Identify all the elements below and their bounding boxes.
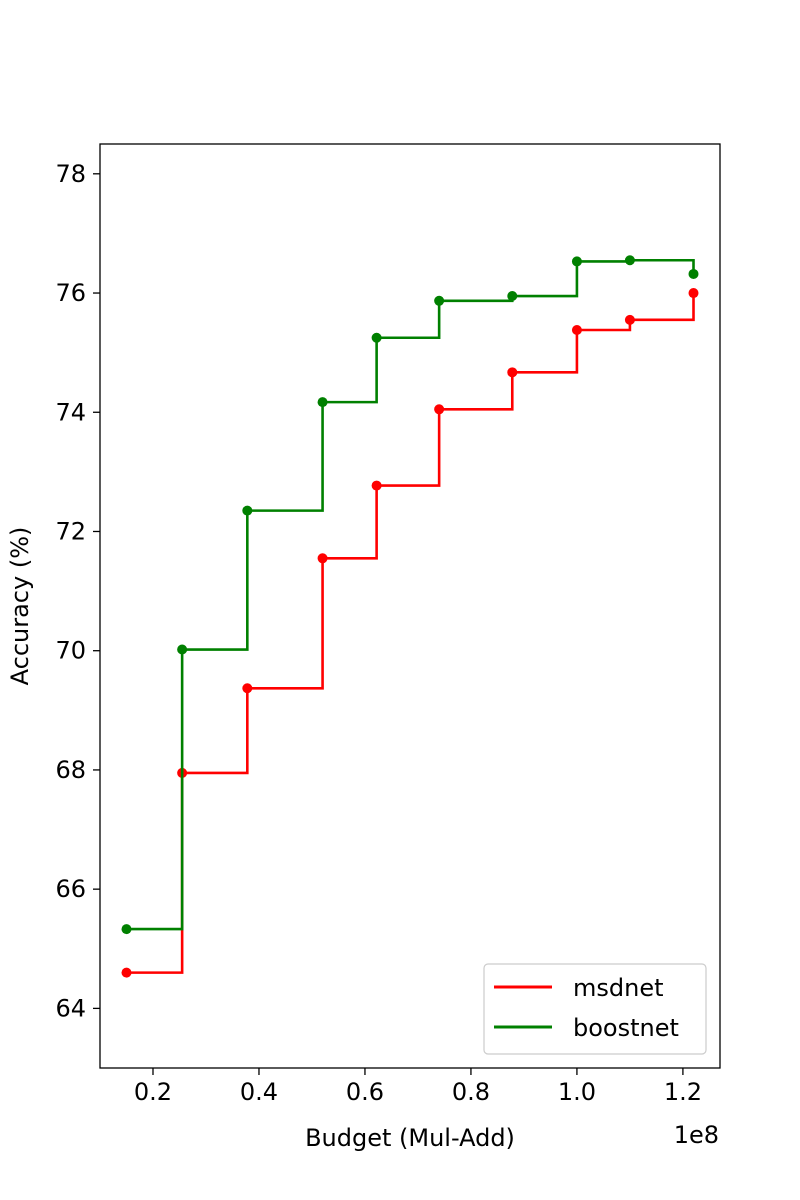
data-point-msdnet [507, 367, 518, 378]
data-point-msdnet [688, 288, 699, 299]
legend: msdnet boostnet [483, 963, 707, 1055]
y-tick-label: 66 [55, 875, 86, 903]
x-tick-label: 0.8 [452, 1078, 490, 1106]
x-offset-label: 1e8 [674, 1121, 719, 1149]
data-point-msdnet [371, 480, 382, 491]
data-point-boostnet [121, 924, 132, 935]
data-point-boostnet [242, 505, 253, 516]
y-tick-label: 74 [55, 398, 86, 426]
y-tick-label: 72 [55, 517, 86, 545]
x-axis-ticks: 0.2 0.4 0.6 0.8 1.0 1.2 [134, 1068, 702, 1106]
y-tick-label: 68 [55, 756, 86, 784]
data-point-boostnet [434, 295, 445, 306]
legend-label-msdnet: msdnet [573, 974, 664, 1002]
y-tick-label: 76 [55, 279, 86, 307]
data-point-boostnet [177, 644, 188, 655]
x-tick-label: 0.4 [240, 1078, 278, 1106]
x-axis-label: Budget (Mul-Add) [305, 1124, 515, 1152]
x-tick-label: 1.0 [558, 1078, 596, 1106]
data-point-boostnet [624, 255, 635, 266]
x-tick-label: 0.6 [346, 1078, 384, 1106]
y-tick-label: 78 [55, 160, 86, 188]
y-axis-label: Accuracy (%) [6, 527, 34, 686]
data-point-msdnet [571, 324, 582, 335]
legend-label-boostnet: boostnet [573, 1014, 679, 1042]
data-point-boostnet [507, 291, 518, 302]
data-point-msdnet [434, 404, 445, 415]
y-axis-ticks: 64 66 68 70 72 74 76 78 [55, 160, 100, 1022]
y-tick-label: 70 [55, 637, 86, 665]
series-line-msdnet [126, 293, 695, 974]
series-layer [121, 255, 699, 978]
data-point-msdnet [121, 967, 132, 978]
data-point-boostnet [571, 256, 582, 267]
data-point-msdnet [317, 553, 328, 564]
data-point-msdnet [242, 683, 253, 694]
data-point-boostnet [371, 332, 382, 343]
data-point-msdnet [624, 314, 635, 325]
x-tick-label: 0.2 [134, 1078, 172, 1106]
y-tick-label: 64 [55, 994, 86, 1022]
data-point-boostnet [317, 397, 328, 408]
data-point-boostnet [688, 268, 699, 279]
plot-frame [99, 143, 721, 1069]
x-tick-label: 1.2 [664, 1078, 702, 1106]
